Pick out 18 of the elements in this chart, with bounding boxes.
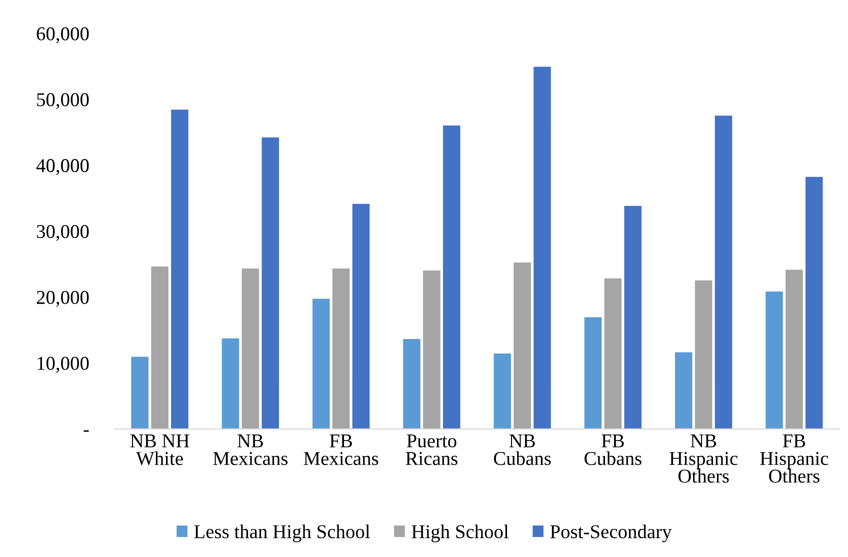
x-tick-label: FB Cubans	[584, 434, 642, 466]
x-tick-label: NB Mexicans	[213, 434, 288, 466]
x-tick-label: FB Hispanic Others	[760, 434, 828, 483]
legend-label: Post-Secondary	[550, 524, 672, 542]
x-tick-label: Puerto Ricans	[406, 434, 458, 466]
x-tick-label: NB Hispanic Others	[670, 434, 738, 483]
y-tick-label: 30,000	[36, 224, 89, 241]
x-tick-label: FB Mexicans	[304, 434, 378, 466]
x-tick-label: NB NH White	[130, 434, 190, 466]
y-tick-label: 40,000	[36, 159, 89, 175]
y-tick-label: -	[84, 430, 89, 432]
y-tick-label: 60,000	[36, 27, 89, 44]
y-tick-label: 50,000	[37, 93, 89, 110]
y-tick-label: 10,000	[38, 356, 89, 373]
legend-label: High School	[412, 524, 509, 542]
x-tick-label: NB Cubans	[494, 434, 551, 466]
legend-label: Less than High School	[194, 524, 370, 542]
y-tick-label: 20,000	[36, 290, 89, 307]
